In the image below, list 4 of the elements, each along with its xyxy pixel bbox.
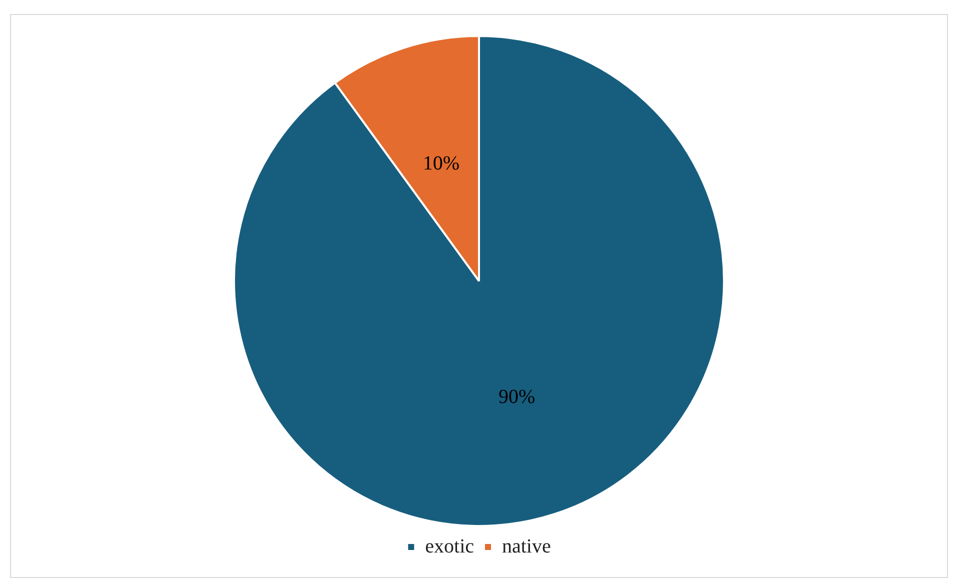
legend-label: native — [502, 535, 551, 558]
data-label: 10% — [422, 152, 460, 175]
legend-label: exotic — [425, 535, 474, 558]
data-label: 90% — [498, 386, 536, 408]
